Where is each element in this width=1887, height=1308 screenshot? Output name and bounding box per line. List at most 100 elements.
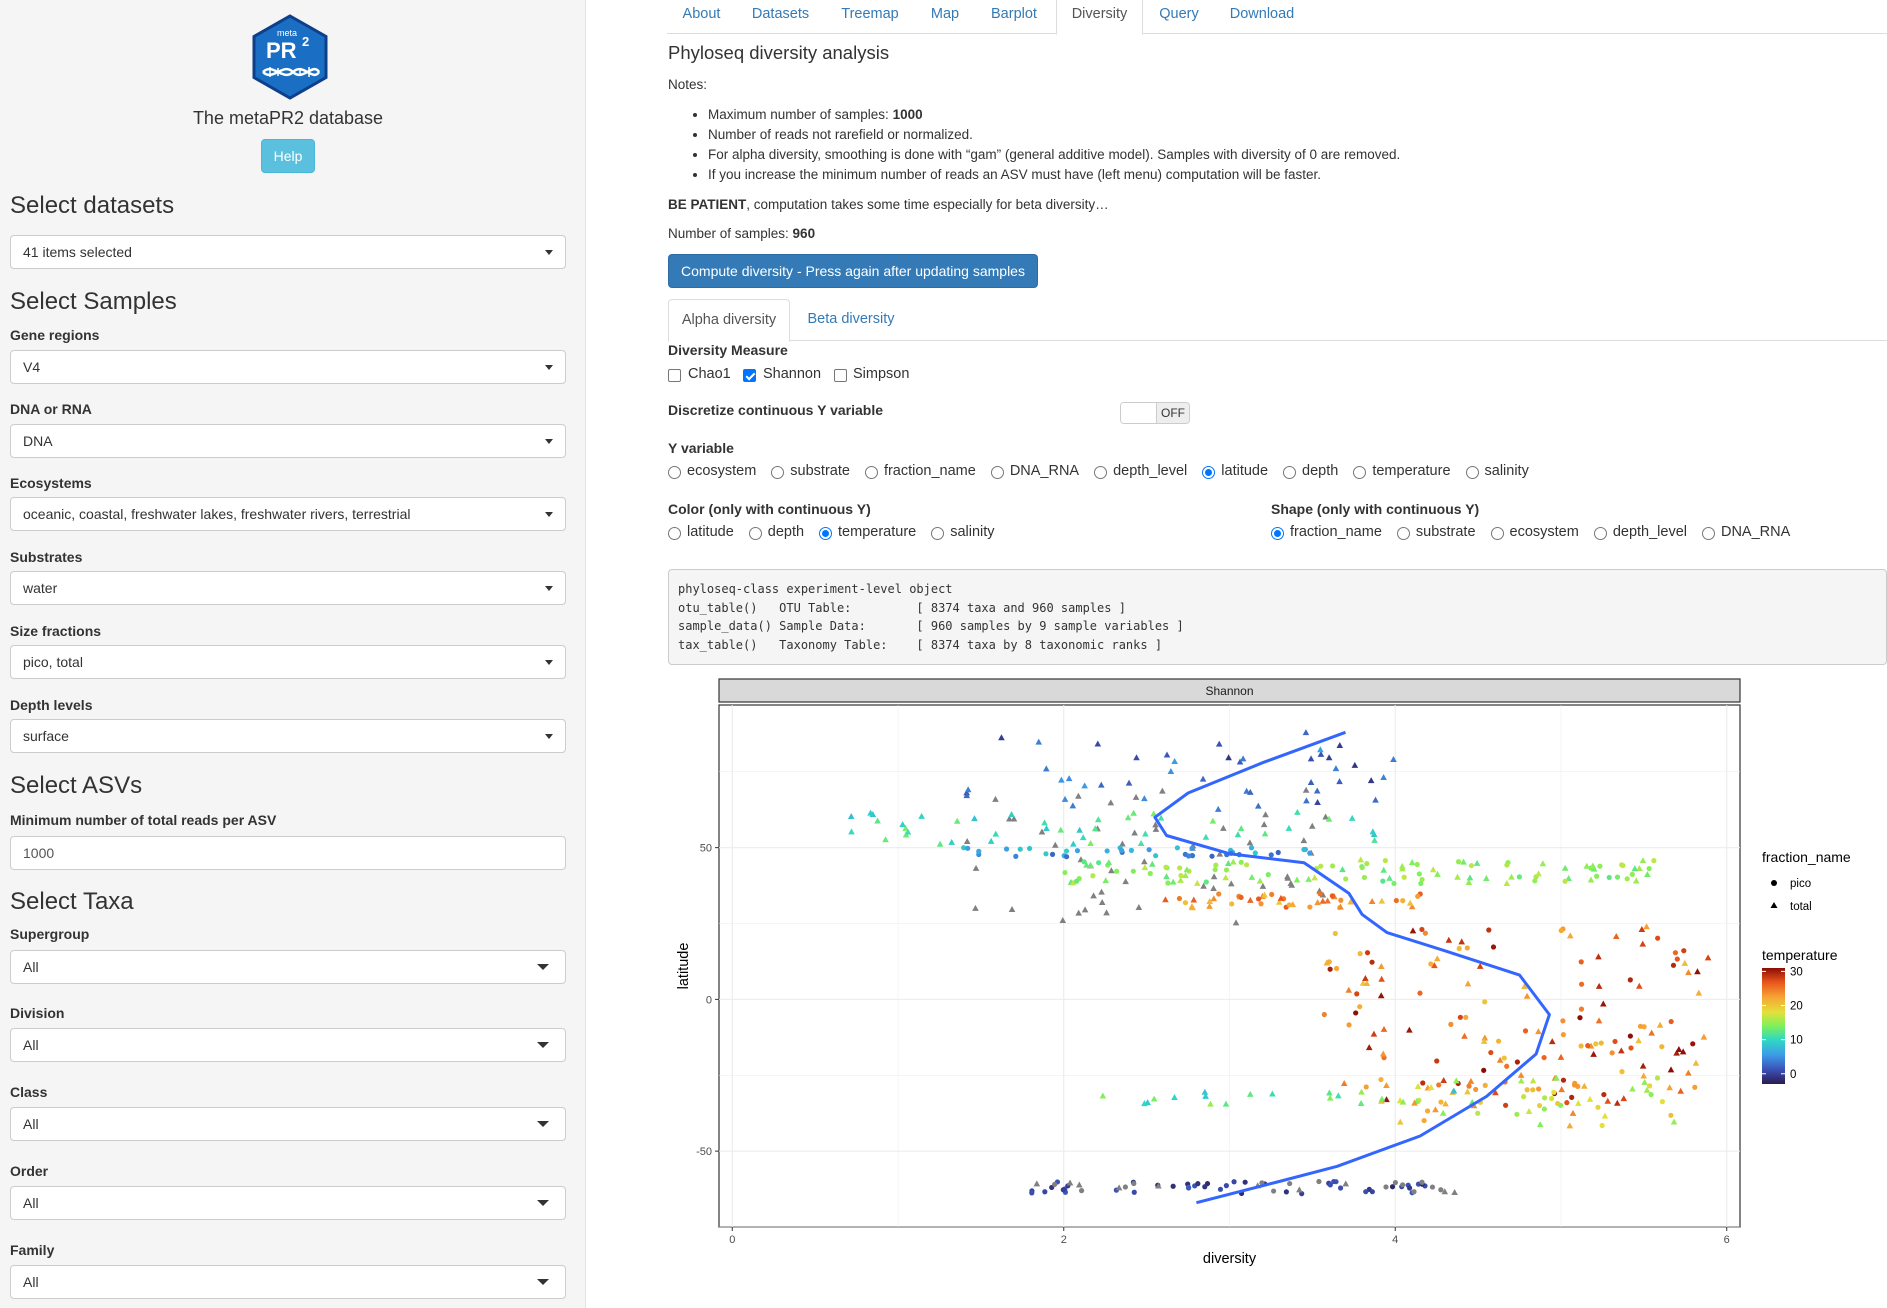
data-point-total [1234,831,1242,838]
data-point-total [1169,878,1177,885]
y-variable-radio-latitude[interactable] [1202,466,1216,479]
data-point-pico [1062,869,1068,876]
discretize-toggle[interactable]: OFF [1120,402,1190,424]
shape-radio-ecosystem[interactable] [1490,527,1504,540]
data-point-total [1670,1118,1678,1125]
chao1-checkbox[interactable] [668,369,681,382]
data-point-pico [1419,876,1425,883]
data-point-total [874,817,881,824]
tab-beta-diversity[interactable]: Beta diversity [807,311,895,327]
caret-down-icon [537,1042,549,1048]
data-point-total [1087,861,1095,868]
data-point-pico [1287,1180,1293,1187]
data-point-pico [1668,1112,1674,1118]
data-point-pico [1417,990,1423,996]
data-point-total [1314,799,1321,806]
color-radio-temperature[interactable] [819,527,833,540]
ecosystems-select[interactable]: oceanic, coastal, freshwater lakes, fres… [10,497,566,531]
data-point-pico [1455,859,1462,865]
data-point-total [1216,850,1224,857]
y-variable-radio-depth[interactable] [1283,466,1297,479]
tab-about[interactable]: About [682,6,721,22]
data-point-pico [1569,1094,1575,1100]
data-point-total [1305,875,1312,882]
color-radio-depth[interactable] [748,527,762,540]
data-point-total [1464,1088,1471,1095]
data-point-pico [1090,873,1096,879]
x-axis-label: diversity [1203,1251,1257,1267]
family-select[interactable]: All [10,1265,566,1299]
data-point-pico [1212,867,1218,873]
color-radio-latitude[interactable] [668,527,681,540]
gene-regions-select[interactable]: V4 [10,350,566,384]
data-point-pico [1637,1023,1644,1029]
color-radio-salinity[interactable] [931,527,945,540]
y-variable-radio-ecosystem[interactable] [668,466,681,479]
shape-radio-substrate[interactable] [1396,527,1410,540]
dna-rna-select[interactable]: DNA [10,424,566,458]
tab-barplot[interactable]: Barplot [991,6,1037,22]
tab-treemap[interactable]: Treemap [841,6,899,22]
help-button[interactable]: Help [261,139,315,173]
color-bar [1762,968,1785,1084]
data-point-total [964,786,972,793]
tab-alpha-diversity[interactable]: Alpha diversity [668,299,790,342]
data-point-pico [1223,867,1230,873]
data-point-pico [1049,851,1056,857]
class-select[interactable]: All [10,1107,566,1141]
shape-radio-dna-rna[interactable] [1701,527,1715,540]
shape-radio-fraction-name[interactable] [1271,527,1284,540]
data-point-total [1481,1034,1489,1041]
data-point-total [1639,1062,1647,1069]
y-variable-radio-fraction-name[interactable] [864,466,878,479]
data-point-total [1107,799,1115,806]
tab-query[interactable]: Query [1159,6,1199,22]
supergroup-select[interactable]: All [10,950,566,984]
data-point-pico [1672,950,1679,956]
shape-radio-depth-level[interactable] [1593,527,1607,540]
family-value: All [23,1274,39,1290]
data-point-pico [1380,878,1386,884]
y-variable-radio-depth-level[interactable] [1094,466,1108,479]
data-point-total [1210,895,1218,902]
data-point-total [1656,1021,1664,1028]
y-variable-radio-salinity[interactable] [1465,466,1479,479]
output-line: tax_table() Taxonomy Table: [ 8374 taxa … [678,637,1163,652]
notes-list: Maximum number of samples: 1000 Number o… [688,105,1400,185]
compute-diversity-button[interactable]: Compute diversity - Press again after up… [668,254,1038,288]
caret-down-icon [545,734,553,739]
min-reads-input[interactable]: 1000 [10,836,566,870]
list-item: If you increase the minimum number of re… [708,165,1400,185]
x-tick-label: 0 [729,1234,735,1246]
y-variable-radio-temperature[interactable] [1353,466,1367,479]
datasets-select[interactable]: 41 items selected [10,235,566,269]
substrates-select[interactable]: water [10,571,566,605]
caret-down-icon [537,964,549,970]
simpson-checkbox[interactable] [834,369,847,382]
data-point-total [1434,955,1441,962]
tab-download[interactable]: Download [1229,6,1295,22]
order-select[interactable]: All [10,1186,566,1220]
data-point-total [1589,862,1597,869]
tab-map[interactable]: Map [930,6,960,22]
depth-levels-select[interactable]: surface [10,719,566,753]
data-point-total [1408,903,1416,910]
data-point-total [1638,925,1646,932]
data-point-total [1194,879,1201,886]
division-select[interactable]: All [10,1028,566,1062]
data-point-pico [1252,850,1258,856]
tab-datasets[interactable]: Datasets [751,6,810,22]
shannon-checkbox[interactable] [743,369,756,382]
data-point-pico [1174,845,1180,851]
size-fractions-select[interactable]: pico, total [10,645,566,679]
y-variable-radio-substrate[interactable] [771,466,785,479]
division-value: All [23,1037,39,1053]
order-label: Order [10,1163,49,1179]
data-point-total [1313,787,1321,794]
data-point-pico [1017,846,1023,852]
data-point-pico [1594,873,1600,879]
tab-diversity[interactable]: Diversity [1056,0,1143,35]
data-point-pico [1464,945,1470,951]
data-point-total [1075,909,1082,916]
y-variable-radio-dna-rna[interactable] [990,466,1004,479]
